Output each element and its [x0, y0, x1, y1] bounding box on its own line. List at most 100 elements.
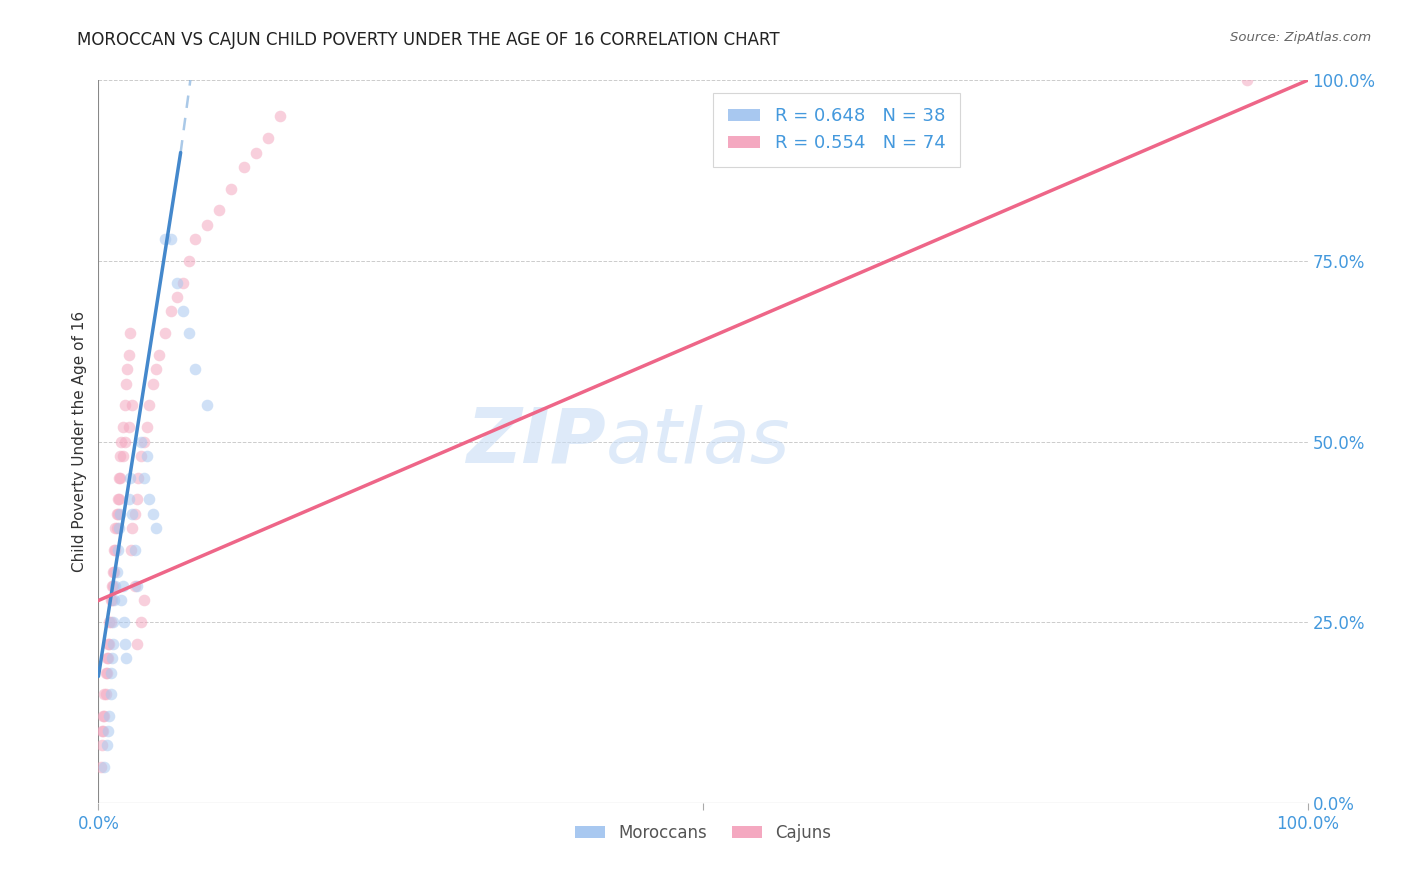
Point — [111, 420, 134, 434]
Point — [100, 593, 122, 607]
Point — [208, 203, 231, 218]
Point — [166, 290, 188, 304]
Point — [104, 542, 127, 557]
Point — [108, 492, 131, 507]
Point — [100, 651, 122, 665]
Point — [145, 362, 167, 376]
Point — [115, 651, 138, 665]
Point — [118, 492, 141, 507]
Point — [135, 449, 157, 463]
Point — [134, 593, 156, 607]
Point — [101, 637, 124, 651]
Point — [110, 434, 132, 449]
Point — [100, 687, 122, 701]
Point — [195, 398, 218, 412]
Point — [121, 507, 143, 521]
Y-axis label: Child Poverty Under the Age of 16: Child Poverty Under the Age of 16 — [72, 311, 87, 572]
Point — [221, 182, 243, 196]
Point — [115, 376, 138, 391]
Point — [232, 160, 254, 174]
Point — [96, 651, 118, 665]
Point — [112, 615, 135, 630]
Point — [93, 760, 115, 774]
Point — [110, 593, 132, 607]
Point — [118, 348, 141, 362]
Point — [105, 507, 128, 521]
Point — [172, 304, 194, 318]
Point — [98, 709, 121, 723]
Point — [142, 376, 165, 391]
Point — [101, 579, 124, 593]
Point — [134, 434, 156, 449]
Point — [129, 434, 152, 449]
Point — [97, 637, 120, 651]
Point — [114, 434, 136, 449]
Point — [127, 470, 149, 484]
Point — [107, 507, 129, 521]
Point — [129, 615, 152, 630]
Point — [127, 637, 149, 651]
Point — [138, 492, 160, 507]
Point — [101, 615, 124, 630]
Point — [111, 449, 134, 463]
Point — [100, 579, 122, 593]
Point — [91, 723, 114, 738]
Point — [90, 760, 112, 774]
Point — [91, 738, 114, 752]
Point — [96, 738, 118, 752]
Point — [127, 579, 149, 593]
Point — [121, 521, 143, 535]
Point — [91, 723, 114, 738]
Point — [160, 232, 183, 246]
Point — [100, 593, 122, 607]
Point — [101, 565, 124, 579]
Legend: Moroccans, Cajuns: Moroccans, Cajuns — [568, 817, 838, 848]
Point — [121, 398, 143, 412]
Point — [172, 276, 194, 290]
Point — [96, 665, 118, 680]
Point — [108, 449, 131, 463]
Point — [245, 145, 267, 160]
Point — [142, 507, 165, 521]
Point — [104, 521, 127, 535]
Point — [138, 398, 160, 412]
Point — [107, 492, 129, 507]
Point — [118, 326, 141, 340]
Point — [129, 449, 152, 463]
Point — [184, 362, 207, 376]
Point — [114, 637, 136, 651]
Point — [105, 565, 128, 579]
Point — [97, 723, 120, 738]
Text: ZIP: ZIP — [467, 405, 606, 478]
Point — [124, 507, 146, 521]
Point — [256, 131, 278, 145]
Point — [120, 542, 142, 557]
Point — [103, 593, 125, 607]
Point — [269, 110, 291, 124]
Point — [195, 218, 218, 232]
Point — [93, 709, 115, 723]
Point — [153, 232, 176, 246]
Point — [179, 326, 201, 340]
Point — [105, 521, 128, 535]
Point — [94, 665, 117, 680]
Point — [184, 232, 207, 246]
Text: Source: ZipAtlas.com: Source: ZipAtlas.com — [1230, 31, 1371, 45]
Point — [100, 665, 122, 680]
Point — [135, 420, 157, 434]
Point — [98, 637, 121, 651]
Text: MOROCCAN VS CAJUN CHILD POVERTY UNDER THE AGE OF 16 CORRELATION CHART: MOROCCAN VS CAJUN CHILD POVERTY UNDER TH… — [77, 31, 780, 49]
Point — [114, 398, 136, 412]
Point — [103, 542, 125, 557]
Point — [103, 565, 125, 579]
Point — [97, 651, 120, 665]
Point — [91, 709, 114, 723]
Point — [153, 326, 176, 340]
Point — [145, 521, 167, 535]
Point — [118, 420, 141, 434]
Point — [160, 304, 183, 318]
Point — [98, 615, 121, 630]
Point — [108, 470, 131, 484]
Point — [111, 579, 134, 593]
Point — [93, 687, 115, 701]
